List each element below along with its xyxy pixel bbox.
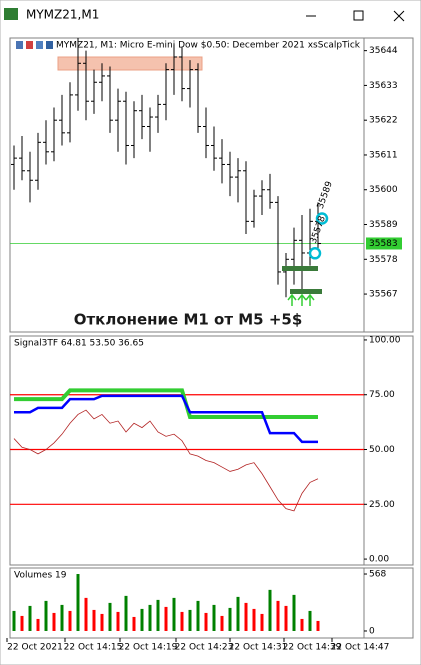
signal-box: [282, 266, 318, 271]
y-tick-label: 35644: [369, 46, 398, 56]
signal-arrow: [305, 293, 315, 306]
y-tick-label: 35589: [369, 220, 398, 230]
y-tick-label: 75.00: [369, 390, 395, 400]
x-tick-label: 22 Oct 14:47: [331, 643, 390, 653]
y-tick-label: 35578: [369, 255, 398, 265]
window-title: MYMZ21,M1: [26, 8, 99, 22]
y-tick-label: 568: [369, 570, 386, 580]
header-icon: [16, 41, 23, 49]
close-button[interactable]: [393, 10, 405, 22]
x-tick-label: 22 Oct 14:19: [119, 643, 178, 653]
x-tick-label: 22 Oct 14:23: [175, 643, 234, 653]
x-tick-label: 22 Oct 14:39: [283, 643, 342, 653]
pane-title: MYMZ21, M1: Micro E-mini Dow $0.50: Dece…: [56, 41, 361, 51]
last-price-label: 35583: [369, 239, 398, 249]
y-tick-label: 35600: [369, 185, 398, 195]
pane-title: Signal3TF 64.81 53.50 36.65: [14, 339, 144, 349]
signal-box: [290, 289, 322, 294]
y-tick-label: 35622: [369, 116, 398, 126]
chart-annotation: Отклонение М1 от М5 +5$: [74, 311, 303, 329]
signal-arrow: [297, 293, 307, 306]
header-icon: [26, 41, 33, 49]
indicator-line: [13, 409, 319, 512]
x-tick-label: 22 Oct 14:15: [64, 643, 123, 653]
x-tick-label: 22 Oct 2021: [7, 643, 63, 653]
y-tick-label: 35567: [369, 290, 398, 300]
price-marker: [315, 212, 329, 225]
chart-area: 35644 35633 35622 35611 35600 35589 35578 35567…: [6, 37, 414, 653]
y-tick-label: 25.00: [369, 500, 395, 510]
y-tick-label: 0.00: [369, 555, 389, 565]
y-tick-label: 50.00: [369, 445, 395, 455]
maximize-button[interactable]: [353, 10, 364, 21]
y-tick-label: 35611: [369, 150, 398, 160]
pane-frame: [9, 37, 414, 333]
last-price-box: [366, 237, 402, 250]
header-icon: [36, 41, 43, 49]
indicator-line: [14, 388, 318, 420]
pane-title: Volumes 19: [14, 571, 67, 581]
title-bar: MYMZ21,M1: [4, 8, 405, 22]
signal-arrow: [287, 293, 297, 306]
indicator-line: [14, 394, 318, 444]
y-tick-label: 35633: [369, 81, 398, 91]
header-icon: [46, 41, 53, 49]
y-tick-label: 0: [369, 626, 375, 636]
y-tick-label: 100.00: [369, 335, 401, 345]
app-icon: [4, 8, 18, 20]
pane-frame: [9, 335, 414, 566]
x-tick-label: 22 Oct 14:31: [229, 643, 288, 653]
price-marker: [308, 247, 322, 260]
